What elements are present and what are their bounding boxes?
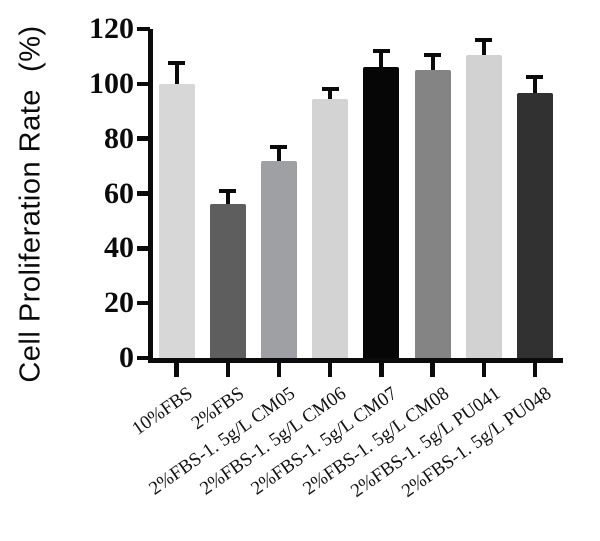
error-bar-line <box>276 146 281 165</box>
x-axis-tick <box>481 363 486 377</box>
x-axis-tick <box>430 363 435 377</box>
bar <box>414 70 451 358</box>
y-tick-label: 60 <box>104 176 134 210</box>
error-bar-cap <box>321 87 339 92</box>
bar <box>363 67 400 358</box>
x-axis-tick <box>174 363 179 377</box>
y-tick-label: 80 <box>104 121 134 155</box>
bar <box>260 160 297 358</box>
x-axis-tick <box>276 363 282 377</box>
x-axis-tick <box>532 363 538 377</box>
error-bar-line <box>532 76 537 98</box>
bar <box>465 55 502 358</box>
y-axis-tick <box>137 136 150 141</box>
error-bar-cap <box>372 48 390 53</box>
y-axis-tick <box>137 191 150 196</box>
bar <box>312 98 349 358</box>
error-bar-line <box>174 63 179 88</box>
error-bar-cap <box>219 188 237 193</box>
error-bar-cap <box>424 53 441 58</box>
y-tick-label: 0 <box>119 341 134 374</box>
error-bar-cap <box>270 144 288 149</box>
y-axis-tick <box>137 81 150 87</box>
y-tick-label: 120 <box>89 12 134 45</box>
error-bar-cap <box>168 61 185 66</box>
y-axis-tick <box>137 355 150 361</box>
error-bar-cap <box>526 74 544 79</box>
error-bar-line <box>430 55 435 75</box>
x-axis-tick <box>379 363 384 377</box>
x-axis-tick <box>327 363 333 377</box>
x-axis-line <box>148 358 563 363</box>
y-axis-tick <box>137 26 150 32</box>
x-axis-tick <box>225 363 230 377</box>
bar <box>209 204 246 358</box>
bar <box>516 93 553 358</box>
error-bar-line <box>225 190 230 209</box>
y-tick-label: 100 <box>89 66 134 100</box>
y-axis-line <box>148 29 153 363</box>
error-bar-line <box>481 39 486 60</box>
error-bar-line <box>328 89 333 103</box>
y-tick-label: 20 <box>104 286 134 320</box>
y-tick-label: 40 <box>104 231 134 265</box>
error-bar-cap <box>475 37 493 42</box>
y-axis-tick <box>137 300 150 306</box>
error-bar-line <box>379 50 384 72</box>
y-axis-tick <box>137 246 150 251</box>
bar <box>158 83 195 358</box>
x-tick-label: 10%FBS <box>128 383 197 440</box>
